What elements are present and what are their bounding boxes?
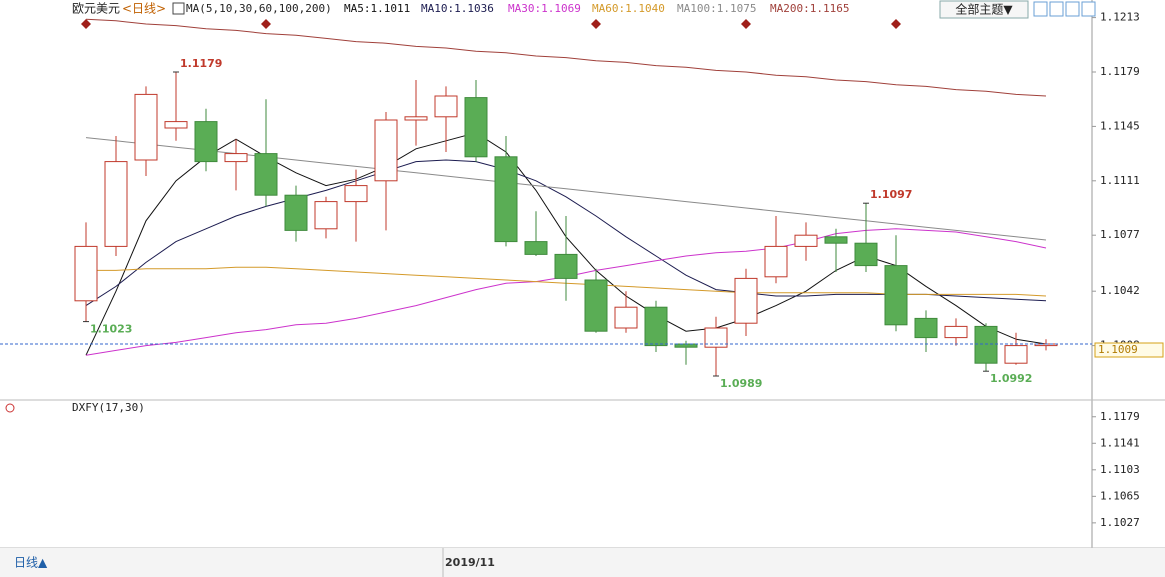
extreme-label: 1.1097: [870, 188, 912, 201]
candle-body: [284, 194, 308, 231]
candle-body: [944, 325, 968, 339]
candle-body: [254, 153, 278, 196]
candle-body: [494, 156, 518, 243]
indicator-icon[interactable]: [5, 403, 15, 413]
symbol: 欧元美元: [72, 2, 120, 16]
date-label: 2019/11: [445, 556, 495, 569]
candle-body: [914, 317, 938, 339]
candle-body: [614, 306, 638, 329]
event-marker[interactable]: [591, 19, 601, 29]
candle-body: [224, 153, 248, 163]
candle-body: [104, 161, 128, 247]
y-tick-label: 1.1027: [1100, 516, 1140, 529]
event-marker[interactable]: [741, 19, 751, 29]
legend-entry: MA100:1.1075: [677, 2, 756, 15]
y-tick-label: 1.1213: [1100, 11, 1140, 24]
y-tick-label: 1.1077: [1100, 228, 1140, 241]
candle-body: [734, 277, 758, 324]
candle-body: [524, 241, 548, 255]
y-tick-label: 1.1145: [1100, 119, 1140, 132]
candle-body: [194, 121, 218, 163]
ma-label: MA(5,10,30,60,100,200): [186, 2, 332, 15]
legend-entry: MA60:1.1040: [592, 2, 665, 15]
candle-body: [404, 116, 428, 121]
tool-button[interactable]: [1065, 1, 1080, 17]
tool-button[interactable]: [1033, 1, 1048, 17]
extreme-label: 1.1179: [180, 57, 222, 70]
y-tick-label: 1.1042: [1100, 284, 1140, 297]
extreme-label: 1.1023: [90, 323, 132, 336]
y-tick-label: 1.1111: [1100, 174, 1140, 187]
candle-body: [644, 306, 668, 347]
candle-body: [704, 327, 728, 348]
event-markers: [81, 19, 901, 29]
candle-body: [554, 253, 578, 279]
legend-entry: MA10:1.1036: [421, 2, 494, 15]
extreme-label: 1.0992: [990, 372, 1032, 385]
candle-body: [854, 242, 878, 267]
candle-body: [434, 95, 458, 118]
footer-bar: [0, 548, 1165, 577]
y-tick-label: 1.1179: [1100, 410, 1140, 423]
candle-body: [824, 236, 848, 244]
y-tick-label: 1.1179: [1100, 65, 1140, 78]
candle-body: [314, 201, 338, 230]
y-tick-label: 1.1103: [1100, 463, 1140, 476]
candle-body: [974, 325, 998, 364]
period-tab[interactable]: 日线▲: [14, 556, 48, 570]
candle-body: [164, 121, 188, 129]
event-marker[interactable]: [891, 19, 901, 29]
event-marker[interactable]: [81, 19, 91, 29]
theme-button-label[interactable]: 全部主题▼: [955, 2, 1013, 17]
theme-button[interactable]: [939, 0, 1029, 19]
candle-body: [374, 119, 398, 182]
legend-entry: MA5:1.1011: [344, 2, 410, 15]
candle-body: [1004, 345, 1028, 364]
extreme-label: 1.0989: [720, 377, 762, 390]
legend-entry: MA30:1.1069: [508, 2, 581, 15]
candle-body: [794, 234, 818, 247]
ma-line: [85, 18, 1047, 97]
tool-button[interactable]: [1049, 1, 1064, 17]
tool-button[interactable]: [1081, 1, 1096, 17]
ma-icon[interactable]: [172, 2, 185, 15]
event-marker[interactable]: [261, 19, 271, 29]
last-price-label: 1.1009: [1098, 343, 1138, 356]
candle-body: [464, 97, 488, 158]
y-tick-label: 1.1065: [1100, 489, 1140, 502]
period: <日线>: [122, 2, 166, 16]
candle-body: [584, 279, 608, 332]
last-price-tag: [1094, 342, 1164, 358]
legend-entry: MA200:1.1165: [770, 2, 849, 15]
candle-body: [134, 93, 158, 161]
candle-body: [764, 245, 788, 278]
indicator-title: DXFY(17,30): [72, 401, 145, 414]
candle-body: [344, 185, 368, 203]
candle-body: [884, 265, 908, 326]
y-tick-label: 1.1141: [1100, 436, 1140, 449]
candle-body: [74, 245, 98, 302]
